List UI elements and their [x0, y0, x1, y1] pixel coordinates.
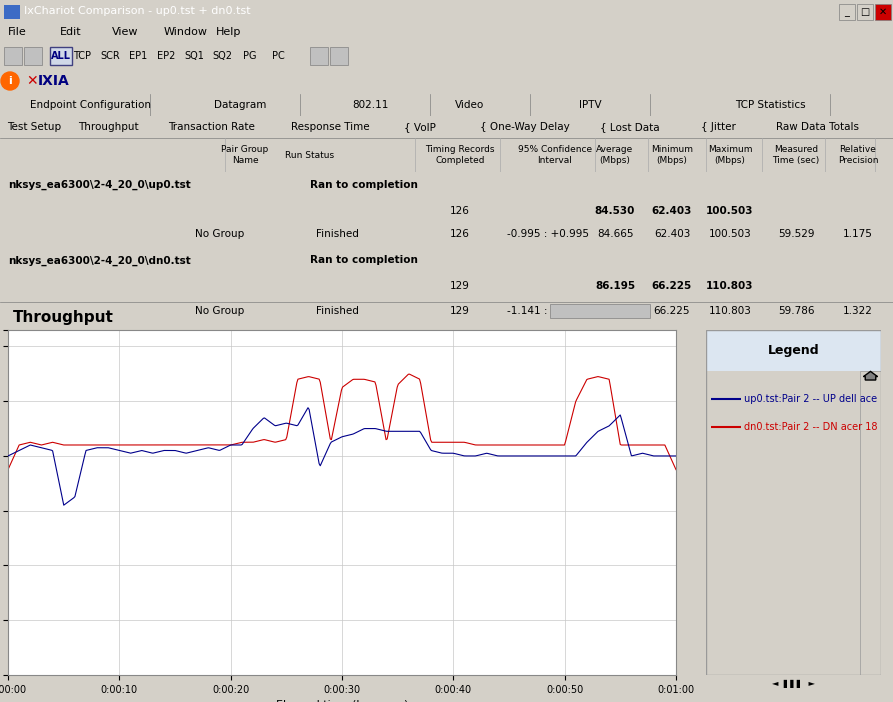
Text: 100.503: 100.503	[706, 206, 754, 216]
Text: EP2: EP2	[157, 51, 175, 61]
Text: SQ1: SQ1	[184, 51, 204, 61]
FancyArrow shape	[864, 371, 878, 380]
Text: 59.786: 59.786	[778, 306, 814, 316]
Text: 129: 129	[450, 306, 470, 316]
Text: IxChariot Comparison - up0.tst + dn0.tst: IxChariot Comparison - up0.tst + dn0.tst	[24, 6, 251, 16]
Text: Throughput: Throughput	[78, 122, 138, 132]
Text: 110.803: 110.803	[706, 282, 754, 291]
Text: TCP: TCP	[73, 51, 91, 61]
Text: 66.225: 66.225	[654, 306, 690, 316]
Text: { Lost Data: { Lost Data	[600, 122, 660, 132]
Text: 86.195: 86.195	[595, 282, 635, 291]
Text: 62.403: 62.403	[654, 230, 690, 239]
Text: 84.530: 84.530	[595, 206, 635, 216]
Bar	[706, 330, 881, 371]
Text: Finished: Finished	[316, 306, 359, 316]
Text: 84.665: 84.665	[597, 230, 633, 239]
Text: SCR: SCR	[100, 51, 120, 61]
Bar	[4, 5, 20, 19]
Text: 126: 126	[450, 230, 470, 239]
Text: Help: Help	[216, 27, 241, 37]
Text: IXIA: IXIA	[38, 74, 70, 88]
Text: View: View	[112, 27, 138, 37]
Text: Finished: Finished	[316, 230, 359, 239]
Text: Edit: Edit	[60, 27, 81, 37]
Bar	[839, 4, 855, 20]
Text: Ran to completion: Ran to completion	[310, 256, 418, 265]
Text: Minimum
(Mbps): Minimum (Mbps)	[651, 145, 693, 165]
Text: 62.403: 62.403	[652, 206, 692, 216]
Text: Raw Data Totals: Raw Data Totals	[777, 122, 859, 132]
Text: 59.529: 59.529	[778, 230, 814, 239]
Text: 126: 126	[450, 206, 470, 216]
Text: SQ2: SQ2	[212, 51, 232, 61]
Text: { Jitter: { Jitter	[701, 122, 736, 132]
Bar	[4, 47, 22, 65]
Text: 129: 129	[450, 282, 470, 291]
Bar	[876, 172, 893, 302]
Text: nksys_ea6300\2-4_20_0\up0.tst: nksys_ea6300\2-4_20_0\up0.tst	[8, 180, 191, 190]
Text: No Group: No Group	[195, 230, 244, 239]
Text: _: _	[845, 7, 849, 17]
Text: ✕: ✕	[879, 7, 887, 17]
Bar	[330, 47, 348, 65]
Text: Measured
Time (sec): Measured Time (sec)	[772, 145, 820, 165]
Bar	[857, 4, 873, 20]
Text: Average
(Mbps): Average (Mbps)	[597, 145, 634, 165]
Text: { VoIP: { VoIP	[404, 122, 436, 132]
Text: -1.141 : +1.141: -1.141 : +1.141	[507, 306, 589, 316]
Text: □: □	[860, 7, 870, 17]
Text: Throughput: Throughput	[13, 310, 114, 325]
Text: Response Time: Response Time	[291, 122, 370, 132]
Text: dn0.tst:Pair 2 -- DN acer 18: dn0.tst:Pair 2 -- DN acer 18	[745, 422, 878, 432]
Text: i: i	[8, 76, 12, 86]
Text: IPTV: IPTV	[579, 100, 601, 110]
Bar	[550, 304, 650, 318]
Text: Window: Window	[164, 27, 208, 37]
Bar	[50, 47, 72, 65]
Text: No Group: No Group	[195, 306, 244, 316]
Text: EP1: EP1	[129, 51, 147, 61]
Bar	[876, 138, 893, 172]
X-axis label: Elapsed time (h:mm:ss): Elapsed time (h:mm:ss)	[276, 701, 408, 702]
Circle shape	[1, 72, 19, 90]
Text: Timing Records
Completed: Timing Records Completed	[425, 145, 495, 165]
Text: 86.308: 86.308	[597, 306, 633, 316]
Bar	[875, 4, 891, 20]
Text: Pair Group
Name: Pair Group Name	[221, 145, 269, 165]
Text: Transaction Rate: Transaction Rate	[169, 122, 255, 132]
Text: 110.803: 110.803	[708, 306, 751, 316]
Text: TCP Statistics: TCP Statistics	[735, 100, 805, 110]
Text: Maximum
(Mbps): Maximum (Mbps)	[708, 145, 752, 165]
Text: Endpoint Configuration: Endpoint Configuration	[29, 100, 151, 110]
Text: Relative
Precision: Relative Precision	[838, 145, 878, 165]
Text: PC: PC	[271, 51, 284, 61]
Text: Legend: Legend	[768, 344, 819, 357]
Text: nksys_ea6300\2-4_20_0\dn0.tst: nksys_ea6300\2-4_20_0\dn0.tst	[8, 256, 191, 265]
Text: Datagram: Datagram	[213, 100, 266, 110]
Text: ◄  ▌▌▌  ►: ◄ ▌▌▌ ►	[772, 680, 815, 689]
Bar	[860, 371, 881, 675]
Text: 100.503: 100.503	[709, 230, 751, 239]
Text: { One-Way Delay: { One-Way Delay	[480, 122, 570, 132]
Bar	[24, 47, 42, 65]
Text: 1.322: 1.322	[843, 306, 873, 316]
Text: 1.175: 1.175	[843, 230, 873, 239]
Text: 66.225: 66.225	[652, 282, 692, 291]
Text: -0.995 : +0.995: -0.995 : +0.995	[507, 230, 589, 239]
Text: up0.tst:Pair 2 -- UP dell ace: up0.tst:Pair 2 -- UP dell ace	[745, 394, 878, 404]
Text: ✕: ✕	[26, 74, 38, 88]
Text: Ran to completion: Ran to completion	[310, 180, 418, 190]
Text: Run Status: Run Status	[286, 150, 335, 159]
Text: File: File	[8, 27, 27, 37]
Bar	[310, 47, 328, 65]
Text: PG: PG	[243, 51, 257, 61]
Text: 95% Confidence
Interval: 95% Confidence Interval	[518, 145, 592, 165]
Text: Video: Video	[455, 100, 485, 110]
Text: 802.11: 802.11	[352, 100, 388, 110]
Text: Test Setup: Test Setup	[7, 122, 61, 132]
Text: ALL: ALL	[51, 51, 71, 61]
